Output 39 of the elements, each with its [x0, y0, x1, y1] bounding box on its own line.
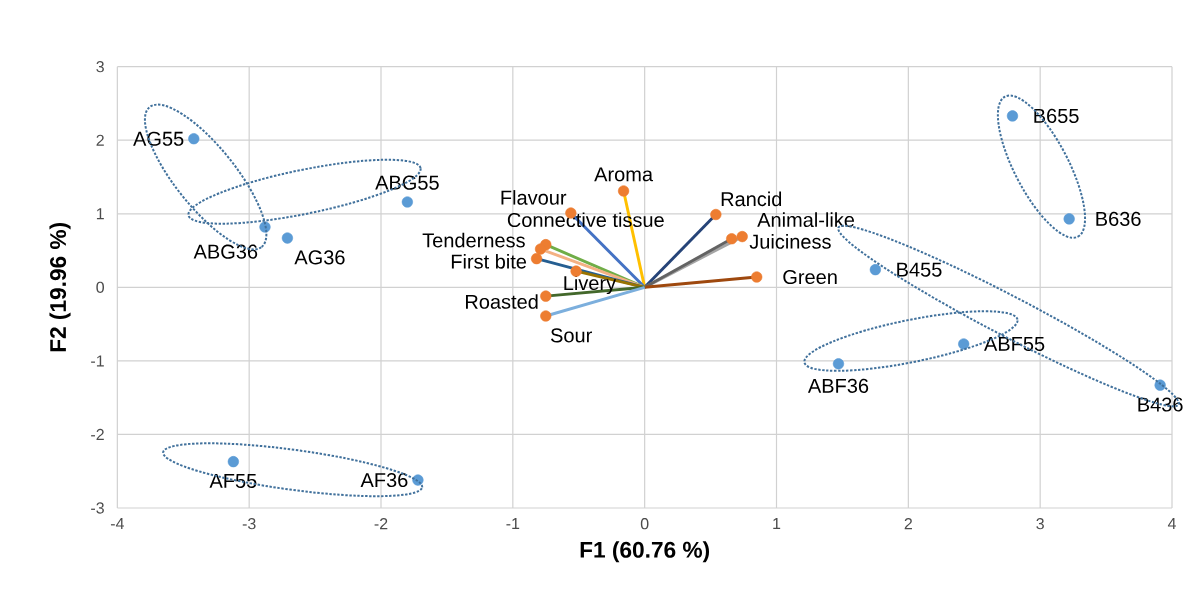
y-tick-label: -3 — [91, 502, 104, 514]
data-label: First bite — [451, 253, 527, 269]
data-label: AG55 — [133, 131, 184, 146]
x-tick-label: -2 — [374, 518, 388, 530]
x-tick-label: 4 — [1167, 518, 1176, 530]
data-label: Flavour — [501, 190, 567, 205]
data-label: Rancid — [721, 191, 782, 207]
x-tick-label: 1 — [773, 518, 781, 530]
data-label: Juiciness — [749, 234, 831, 249]
x-tick-label: -3 — [242, 518, 256, 530]
data-label: B655 — [1034, 108, 1079, 124]
y-tick-label: -2 — [91, 428, 104, 441]
data-label: Livery — [564, 275, 617, 295]
data-label: Sour — [550, 328, 592, 343]
data-label: AG36 — [294, 250, 345, 265]
data-label: ABG36 — [193, 244, 258, 259]
data-label: B455 — [897, 262, 942, 277]
x-tick-label: 3 — [1036, 518, 1044, 530]
y-tick-label: 1 — [96, 208, 104, 220]
data-label: Roasted — [466, 294, 538, 309]
data-label: Green — [783, 269, 837, 285]
data-label: AF36 — [360, 472, 408, 488]
x-tick-label: 2 — [904, 518, 912, 530]
data-label: Tenderness — [422, 232, 525, 248]
x-tick-label: -4 — [110, 518, 124, 530]
data-label: Animal-like — [757, 212, 855, 227]
x-tick-label: 0 — [640, 518, 649, 530]
data-label: B636 — [1096, 211, 1141, 226]
y-tick-label: 0 — [96, 281, 105, 293]
data-label: ABF36 — [807, 378, 869, 393]
data-label: B436 — [1138, 397, 1183, 412]
y-tick-label: 3 — [96, 61, 104, 73]
x-axis-title: F1 (60.76 %) — [580, 541, 710, 563]
y-tick-label: 2 — [96, 134, 104, 146]
y-axis-title: F2 (19.96 %) — [49, 222, 71, 352]
y-tick-label: -1 — [91, 355, 104, 367]
x-tick-label: -1 — [506, 518, 520, 530]
data-label: Aroma — [594, 167, 654, 182]
data-label: ABG55 — [375, 175, 439, 190]
